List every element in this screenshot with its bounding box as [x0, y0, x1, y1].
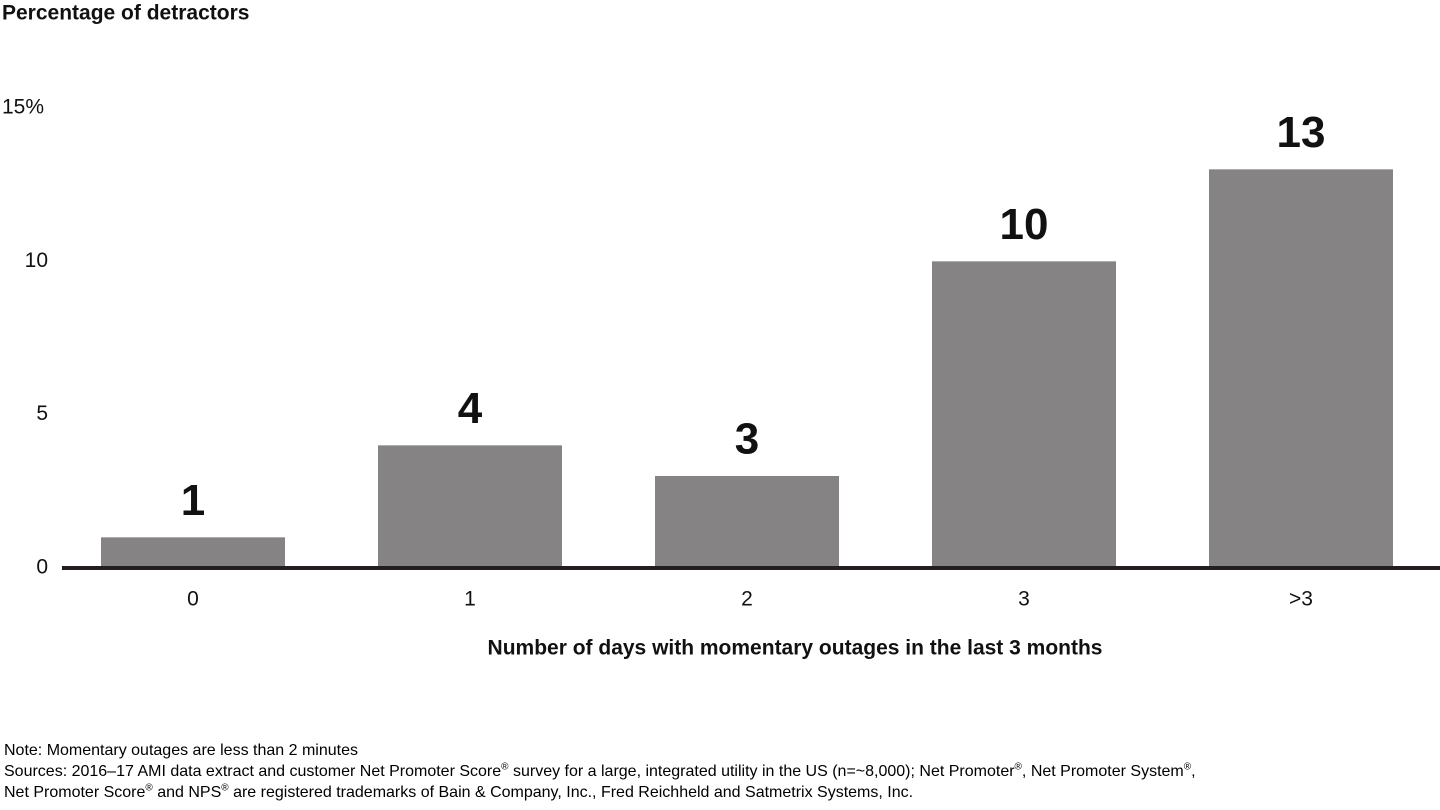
bar: [101, 537, 285, 568]
sources-line: Sources: 2016–17 AMI data extract and cu…: [4, 761, 1196, 780]
value-label: 10: [1000, 200, 1049, 249]
note: Note: Momentary outages are less than 2 …: [4, 742, 358, 759]
bar: [1209, 169, 1393, 569]
value-label: 3: [735, 415, 759, 464]
y-tick-label: 15%: [2, 96, 44, 119]
y-tick-label: 10: [25, 249, 48, 272]
x-tick-label: 1: [464, 588, 476, 611]
notes: Note: Momentary outages are less than 2 …: [4, 740, 1196, 803]
chart: Percentage of detractors Number of days …: [2, 2, 1440, 660]
x-tick-label: 0: [187, 588, 199, 611]
bar: [655, 476, 839, 568]
bar: [378, 445, 562, 568]
value-label: 13: [1277, 108, 1326, 157]
x-tick-label: 2: [741, 588, 753, 611]
x-tick-label: >3: [1289, 588, 1313, 611]
bar: [932, 261, 1116, 568]
y-tick-label: 5: [36, 402, 48, 425]
sources-line: Net Promoter Score® and NPS® are registe…: [4, 782, 914, 801]
value-label: 1: [181, 476, 205, 525]
y-tick-label: 0: [36, 556, 48, 579]
value-label: 4: [458, 384, 483, 433]
x-tick-label: 3: [1018, 588, 1030, 611]
x-axis-title: Number of days with momentary outages in…: [488, 637, 1103, 660]
y-axis-title: Percentage of detractors: [2, 2, 249, 25]
